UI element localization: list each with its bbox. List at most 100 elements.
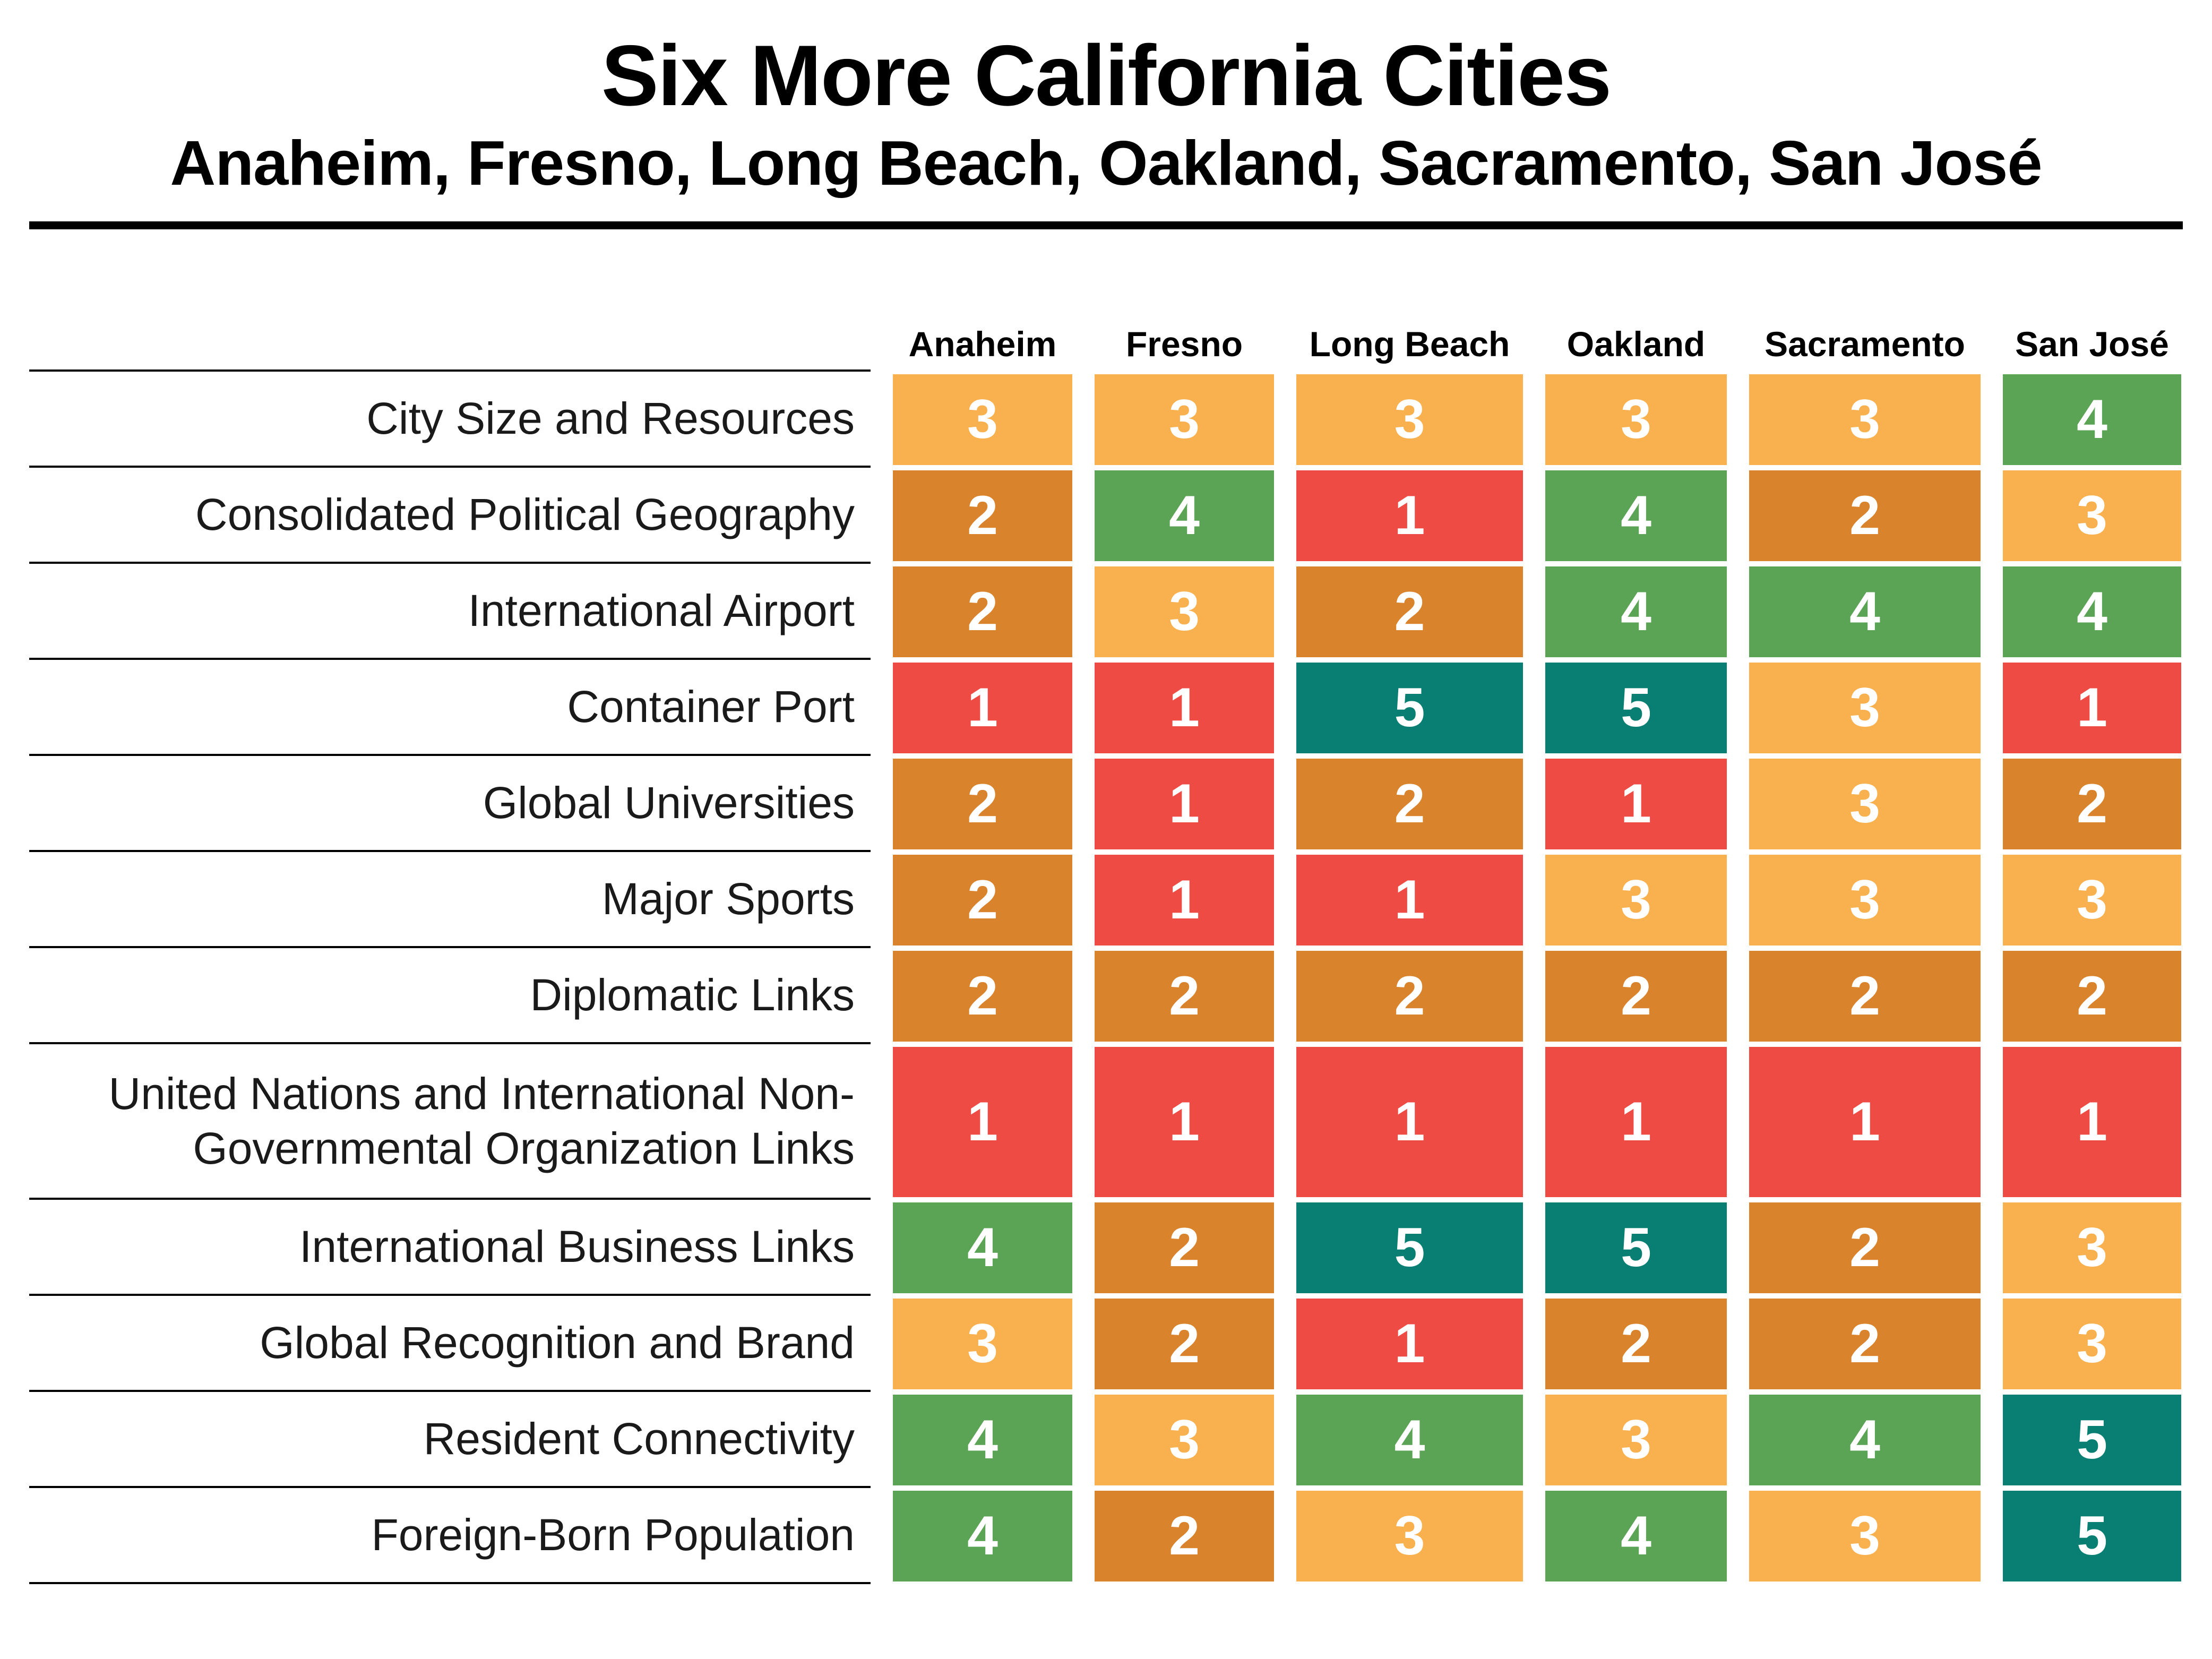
row-label: City Size and Resources [29,372,871,468]
row-label: Consolidated Political Geography [29,468,871,564]
table-row-major-sports: Major Sports 2 1 1 3 3 3 [29,852,2183,949]
heatmap-cell-long-beach-score: 4 [1296,1395,1523,1486]
page-subtitle: Anaheim, Fresno, Long Beach, Oakland, Sa… [170,128,2042,199]
row-label: International Business Links [29,1200,871,1296]
row-label: International Airport [29,564,871,660]
heatmap-cell-san-jos-score: 1 [2003,1047,2181,1198]
table-row-consolidated-political-geography: Consolidated Political Geography 2 4 1 4 2 3 [29,468,2183,564]
heatmap-cell-oakland-score: 5 [1545,1202,1727,1294]
heatmap-cell-oakland-score: 1 [1545,1047,1727,1198]
heatmap-cell-sacramento-score: 2 [1749,951,1981,1042]
row-label: Global Recognition and Brand [29,1296,871,1392]
heatmap-cell-oakland-score: 3 [1545,374,1727,466]
column-header-oakland: Oakland [1567,324,1706,364]
heatmap-table: Anaheim Fresno Long Beach Oakland Sacramento… [29,312,2183,1585]
heatmap-cell-long-beach-score: 3 [1296,1491,1523,1582]
heatmap-cell-long-beach-score: 3 [1296,374,1523,466]
row-label: Container Port [29,660,871,757]
column-header-anaheim: Anaheim [908,324,1057,364]
heatmap-cell-fresno-score: 3 [1095,1395,1274,1486]
row-label: Diplomatic Links [29,948,871,1045]
heatmap-cell-fresno-score: 3 [1095,374,1274,466]
column-header-san-jos: San José [2015,324,2169,364]
heatmap-cell-sacramento-score: 3 [1749,1491,1981,1582]
heatmap-cell-oakland-score: 1 [1545,759,1727,850]
heatmap-cell-oakland-score: 4 [1545,566,1727,658]
heatmap-cell-fresno-score: 1 [1095,1047,1274,1198]
row-label: Resident Connectivity [29,1392,871,1489]
heatmap-cell-anaheim-score: 2 [893,566,1072,658]
heatmap-cell-anaheim-score: 4 [893,1395,1072,1486]
heatmap-cell-oakland-score: 2 [1545,1299,1727,1390]
table-row-international-business-links: International Business Links 4 2 5 5 2 3 [29,1200,2183,1296]
table-row-foreign-born-population: Foreign-Born Population 4 2 3 4 3 5 [29,1488,2183,1585]
heatmap-cell-sacramento-score: 4 [1749,566,1981,658]
heatmap-cell-anaheim-score: 4 [893,1491,1072,1582]
table-row-city-size-and-resources: City Size and Resources 3 3 3 3 3 4 [29,372,2183,468]
heatmap-cell-oakland-score: 5 [1545,663,1727,754]
heatmap-cell-anaheim-score: 3 [893,1299,1072,1390]
table-row-international-airport: International Airport 2 3 2 4 4 4 [29,564,2183,660]
row-label: Major Sports [29,852,871,949]
row-label: Foreign-Born Population [29,1488,871,1585]
heatmap-cell-anaheim-score: 1 [893,663,1072,754]
heatmap-cell-anaheim-score: 1 [893,1047,1072,1198]
heatmap-cell-long-beach-score: 1 [1296,470,1523,562]
heatmap-cell-sacramento-score: 2 [1749,470,1981,562]
heatmap-cell-anaheim-score: 4 [893,1202,1072,1294]
heatmap-cell-anaheim-score: 2 [893,470,1072,562]
heatmap-cell-fresno-score: 1 [1095,855,1274,946]
heatmap-cell-oakland-score: 4 [1545,470,1727,562]
heatmap-cell-anaheim-score: 3 [893,374,1072,466]
heatmap-cell-long-beach-score: 5 [1296,1202,1523,1294]
heatmap-cell-sacramento-score: 2 [1749,1299,1981,1390]
heatmap-cell-sacramento-score: 3 [1749,663,1981,754]
heatmap-cell-long-beach-score: 1 [1296,1299,1523,1390]
row-label-header-spacer [29,312,871,372]
heatmap-cell-san-jos-score: 2 [2003,951,2181,1042]
row-label: Global Universities [29,756,871,853]
heatmap-cell-san-jos-score: 4 [2003,566,2181,658]
heatmap-cell-san-jos-score: 3 [2003,1202,2181,1294]
column-header-sacramento: Sacramento [1765,324,1965,364]
table-row-united-nations-and-international-non-governmental-organization-links: United Nations and International Non-Gov… [29,1044,2183,1200]
table-row-global-recognition-and-brand: Global Recognition and Brand 3 2 1 2 2 3 [29,1296,2183,1392]
heatmap-cell-oakland-score: 3 [1545,855,1727,946]
row-label: United Nations and International Non-Gov… [29,1044,871,1200]
heatmap-cell-sacramento-score: 3 [1749,374,1981,466]
heatmap-cell-fresno-score: 4 [1095,470,1274,562]
heatmap-cell-oakland-score: 3 [1545,1395,1727,1486]
table-row-container-port: Container Port 1 1 5 5 3 1 [29,660,2183,757]
heatmap-cell-san-jos-score: 1 [2003,663,2181,754]
heatmap-cell-long-beach-score: 2 [1296,566,1523,658]
column-header-fresno: Fresno [1125,324,1243,364]
heatmap-cell-sacramento-score: 1 [1749,1047,1981,1198]
heatmap-cell-anaheim-score: 2 [893,951,1072,1042]
heatmap-cell-long-beach-score: 2 [1296,759,1523,850]
heatmap-cell-long-beach-score: 2 [1296,951,1523,1042]
page-title: Six More California Cities [601,28,1612,124]
header: Six More California Cities Anaheim, Fres… [29,0,2183,230]
heatmap-cell-san-jos-score: 3 [2003,470,2181,562]
heatmap-cell-fresno-score: 2 [1095,1202,1274,1294]
heatmap-cell-anaheim-score: 2 [893,855,1072,946]
heatmap-cell-san-jos-score: 2 [2003,759,2181,850]
table-row-resident-connectivity: Resident Connectivity 4 3 4 3 4 5 [29,1392,2183,1489]
heatmap-header-row: Anaheim Fresno Long Beach Oakland Sacramento… [29,312,2183,372]
heatmap-cell-fresno-score: 2 [1095,1491,1274,1582]
heatmap-cell-san-jos-score: 5 [2003,1491,2181,1582]
table-row-global-universities: Global Universities 2 1 2 1 3 2 [29,756,2183,853]
heatmap-cell-san-jos-score: 3 [2003,855,2181,946]
heatmap-cell-long-beach-score: 5 [1296,663,1523,754]
heatmap-cell-fresno-score: 1 [1095,759,1274,850]
infographic-page: Six More California Cities Anaheim, Fres… [29,0,2183,1585]
heatmap-cell-san-jos-score: 4 [2003,374,2181,466]
heatmap-cell-fresno-score: 3 [1095,566,1274,658]
heatmap-cell-fresno-score: 1 [1095,663,1274,754]
heatmap-cell-san-jos-score: 3 [2003,1299,2181,1390]
heatmap-cell-fresno-score: 2 [1095,951,1274,1042]
heatmap-cell-long-beach-score: 1 [1296,855,1523,946]
heatmap-cell-sacramento-score: 2 [1749,1202,1981,1294]
table-row-diplomatic-links: Diplomatic Links 2 2 2 2 2 2 [29,948,2183,1045]
heatmap-cell-sacramento-score: 3 [1749,855,1981,946]
